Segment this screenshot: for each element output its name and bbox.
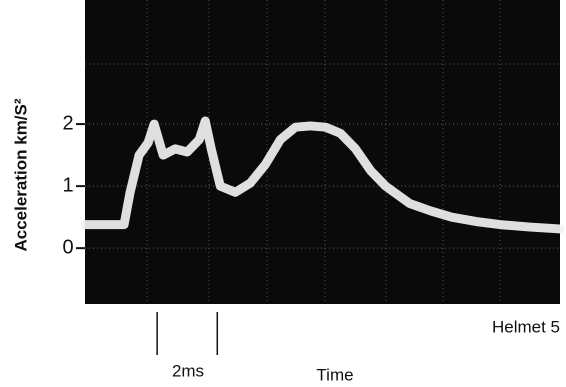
scale-bar-label: 2ms [172,361,204,380]
chart: Acceleration km/S² Helmet 5 Time 2ms 0 1 2 [0,0,566,387]
scope-screen [85,0,560,304]
y-axis-label: Acceleration km/S² [11,98,30,251]
y-tick-label: 2 [62,112,73,134]
y-tick-label: 1 [62,174,73,196]
series-label: Helmet 5 [492,317,560,336]
y-tick-label: 0 [62,236,73,258]
x-axis-label: Time [316,365,353,384]
